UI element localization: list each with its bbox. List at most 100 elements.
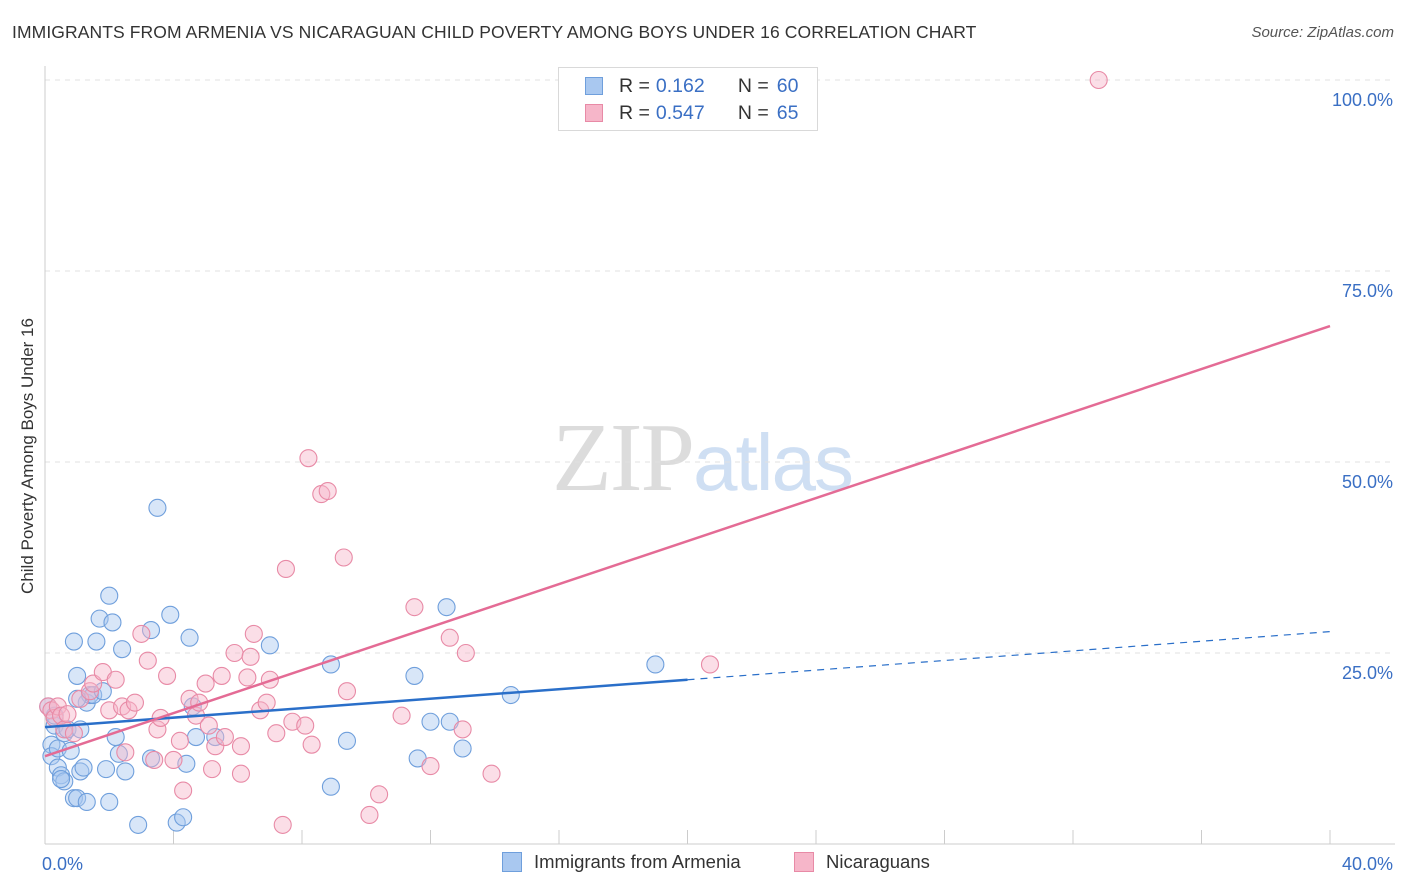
nicaragua-point (52, 706, 71, 725)
armenia-point (260, 636, 279, 655)
y-tick-label: 25.0% (1342, 663, 1393, 683)
x-tick-label: 40.0% (1342, 854, 1393, 874)
legend-label: Immigrants from Armenia (534, 851, 741, 872)
nicaragua-point (1089, 70, 1108, 90)
nicaragua-point (231, 764, 251, 783)
stats-row-nicaragua: R = 0.547 N = 65 (585, 100, 798, 126)
armenia-point (405, 666, 424, 685)
watermark-zip: ZIP (552, 404, 695, 512)
armenia-point (161, 605, 180, 624)
nicaragua-point (421, 757, 440, 776)
nicaragua-point (405, 598, 424, 617)
y-tick-label: 100.0% (1332, 90, 1393, 110)
r-value: 0.547 (655, 101, 705, 124)
nicaragua-point (276, 559, 295, 579)
nicaragua-point (273, 815, 292, 834)
armenia-point (103, 613, 122, 632)
nicaragua-point (206, 737, 225, 756)
nicaragua-point (337, 682, 357, 701)
legend-item-nicaragua: Nicaraguans (794, 851, 930, 873)
armenia-trend-extension (687, 631, 1331, 681)
nicaragua-point (299, 449, 318, 468)
nicaragua-point (453, 720, 472, 739)
nicaragua-point (212, 666, 231, 685)
armenia-point (321, 777, 340, 796)
tick-labels: 25.0% 50.0% 75.0% 100.0% 0.0% 40.0% (42, 90, 1393, 874)
n-label: N = (737, 101, 769, 124)
r-label: R = (619, 101, 650, 124)
nicaragua-point (145, 750, 164, 770)
nicaragua-point (138, 651, 157, 670)
nicaragua-point (58, 705, 77, 724)
nicaragua-point (106, 670, 125, 689)
armenia-point (206, 727, 225, 747)
armenia-point (174, 808, 193, 827)
nicaragua-point (164, 750, 183, 770)
armenia-point (180, 628, 199, 647)
nicaragua-point (64, 724, 83, 743)
nicaragua-point (267, 724, 286, 743)
nicaragua-point (360, 805, 379, 825)
nicaragua-point (700, 655, 720, 674)
armenia-point (116, 762, 135, 781)
nicaragua-point (392, 706, 411, 725)
armenia-point (141, 749, 161, 768)
nicaragua-point (199, 716, 218, 735)
nicaragua-point (244, 624, 263, 643)
x-tick-label: 0.0% (42, 854, 83, 874)
nicaragua-points (39, 70, 1108, 834)
armenia-point (87, 632, 106, 651)
y-axis-label: Child Poverty Among Boys Under 16 (18, 318, 37, 594)
armenia-point (453, 739, 472, 758)
armenia-point (109, 744, 128, 763)
nicaragua-point (296, 716, 315, 735)
stats-row-armenia: R = 0.162 N = 60 (585, 73, 798, 99)
armenia-point (74, 758, 93, 777)
y-tick-label: 75.0% (1342, 281, 1393, 301)
nicaragua-point (170, 731, 189, 750)
legend-item-armenia: Immigrants from Armenia (502, 851, 741, 873)
nicaragua-point (257, 693, 276, 712)
armenia-point (96, 760, 116, 779)
trend-lines (44, 324, 1331, 758)
nicaragua-point (158, 666, 177, 685)
y-tick-label: 50.0% (1342, 472, 1393, 492)
armenia-point (52, 770, 71, 789)
armenia-point (337, 731, 357, 750)
n-label: N = (737, 74, 769, 97)
armenia-point (646, 655, 665, 674)
source-label: Source: ZipAtlas.com (1251, 24, 1394, 41)
armenia-point (501, 685, 520, 705)
armenia-point (113, 640, 132, 659)
nicaragua-point (238, 668, 257, 687)
chart-title: IMMIGRANTS FROM ARMENIA VS NICARAGUAN CH… (12, 22, 977, 42)
n-value: 60 (776, 74, 799, 97)
armenia-legend-swatch (502, 852, 522, 872)
nicaragua-legend-swatch (794, 852, 814, 872)
nicaragua-point (203, 760, 222, 779)
armenia-point (100, 586, 119, 605)
nicaragua-point (318, 481, 337, 501)
armenia-point (421, 712, 440, 731)
armenia-point (77, 792, 96, 812)
nicaragua-point (440, 628, 459, 647)
r-value: 0.162 (655, 74, 705, 97)
armenia-point (68, 666, 87, 685)
armenia-point (141, 621, 161, 640)
nicaragua-point (231, 737, 251, 756)
nicaragua-point (148, 720, 167, 739)
nicaragua-point (196, 674, 215, 693)
grid-lines (45, 79, 1395, 654)
armenia-point (55, 772, 74, 791)
armenia-point (64, 632, 83, 651)
stats-legend: R = 0.162 N = 60 R = 0.547 N = 65 (558, 67, 818, 131)
nicaragua-point (215, 727, 234, 747)
nicaragua-point (174, 781, 193, 800)
armenia-point (68, 789, 87, 808)
nicaragua-trend-line (44, 324, 1331, 758)
nicaragua-point (370, 785, 389, 804)
r-label: R = (619, 74, 650, 97)
armenia-point (100, 792, 119, 812)
nicaragua-point (225, 643, 244, 663)
